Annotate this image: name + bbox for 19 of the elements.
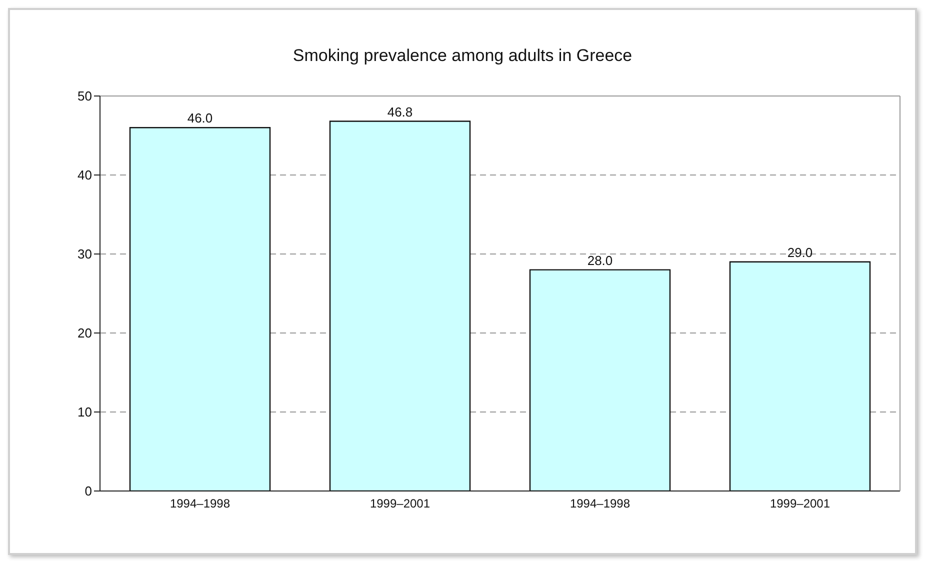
y-tick-label: 10 [78, 404, 92, 420]
data-label: 29.0 [787, 244, 813, 260]
bar [729, 261, 871, 491]
bar [329, 120, 471, 491]
x-tick-label: 1994–1998 [570, 496, 630, 511]
x-tick-label: 1994–1998 [170, 496, 230, 511]
bar [529, 269, 671, 491]
y-tick-label: 40 [78, 168, 92, 183]
y-tick-label: 0 [84, 484, 92, 499]
x-tick-label: 1999–2001 [770, 496, 830, 511]
data-label: 46.8 [387, 104, 413, 120]
bar [129, 127, 271, 491]
chart-title: Smoking prevalence among adults in Greece [292, 46, 634, 66]
data-label: 46.0 [187, 110, 213, 126]
y-tick-label: 20 [78, 326, 92, 341]
y-tick-label: 30 [78, 246, 92, 262]
y-tick-label: 50 [78, 88, 92, 104]
x-tick-label: 1999–2001 [370, 496, 430, 511]
data-label: 28.0 [587, 252, 613, 268]
